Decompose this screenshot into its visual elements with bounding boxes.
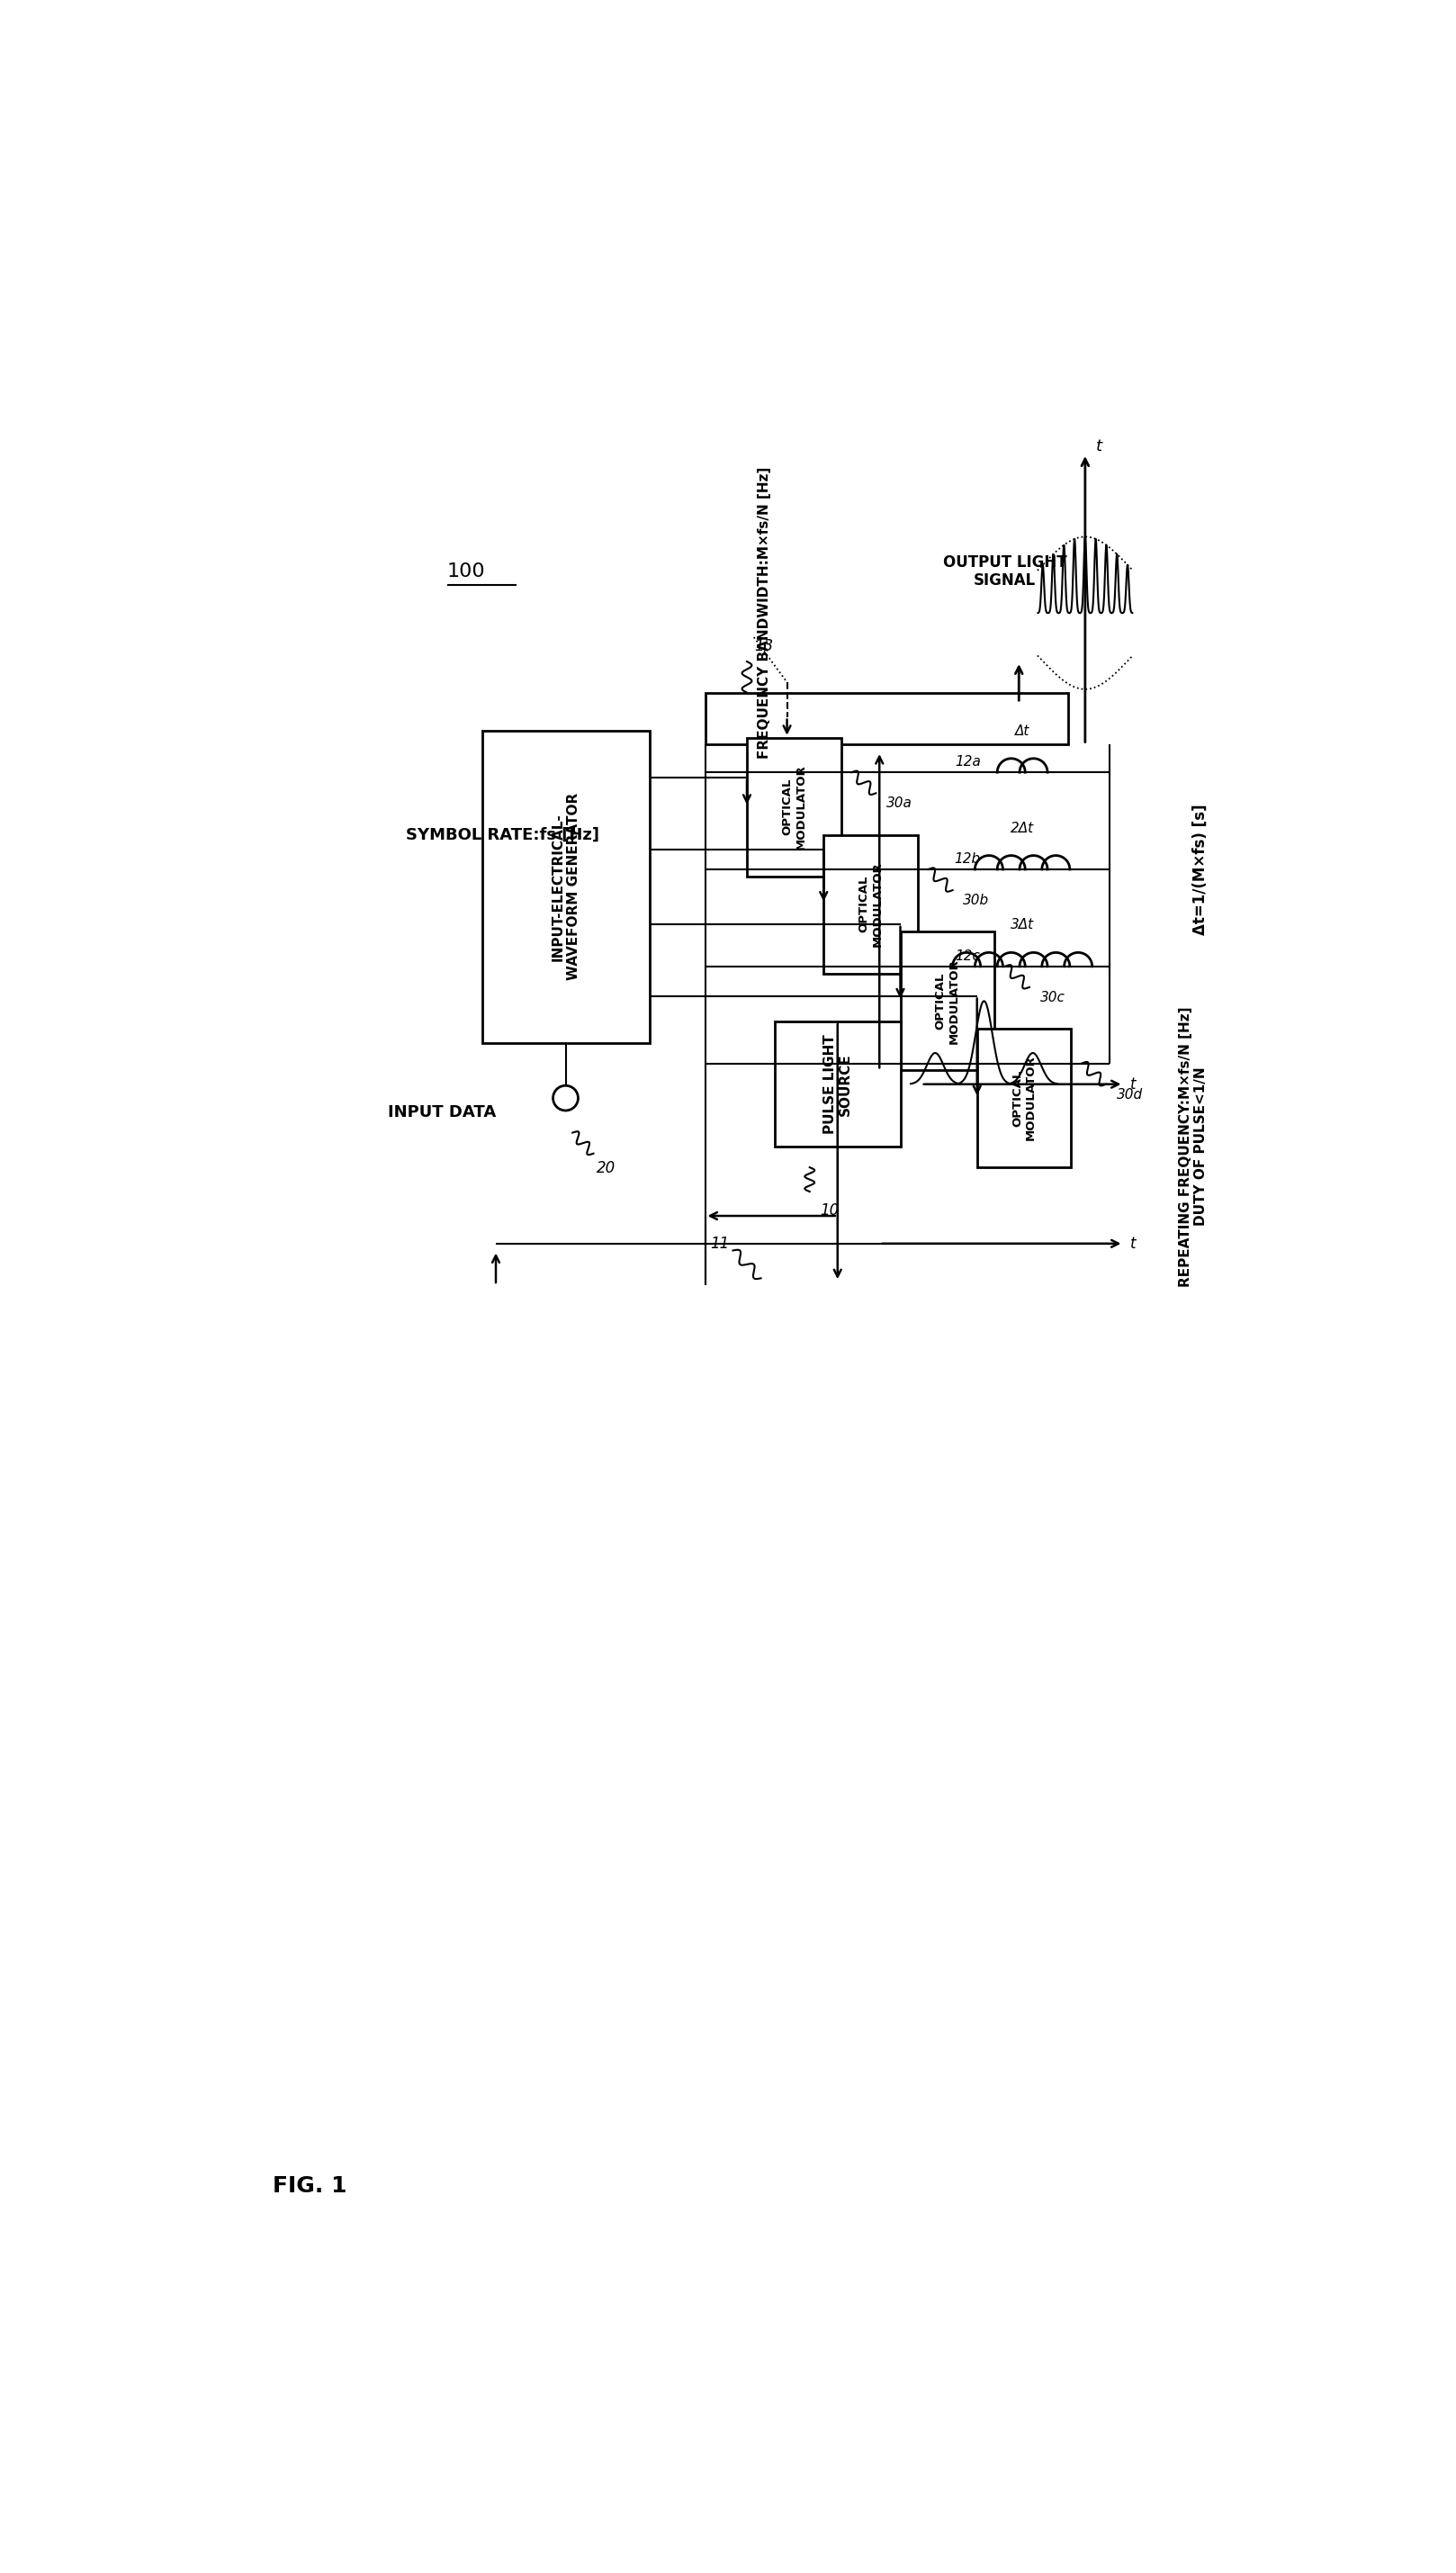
Bar <box>775 1021 900 1148</box>
Text: PULSE LIGHT
SOURCE: PULSE LIGHT SOURCE <box>823 1034 852 1135</box>
Text: FREQUENCY BANDWIDTH:M×fs/N [Hz]: FREQUENCY BANDWIDTH:M×fs/N [Hz] <box>757 468 772 759</box>
Bar <box>705 692 1067 744</box>
Text: t: t <box>1130 1076 1136 1094</box>
Text: OUTPUT LIGHT
SIGNAL: OUTPUT LIGHT SIGNAL <box>943 553 1067 589</box>
Text: FIG. 1: FIG. 1 <box>272 2174 347 2197</box>
Bar <box>747 738 842 877</box>
Text: REPEATING FREQUENCY:M×fs/N [Hz]
DUTY OF PULSE<1/N: REPEATING FREQUENCY:M×fs/N [Hz] DUTY OF … <box>1179 1006 1208 1286</box>
Text: 10: 10 <box>820 1202 839 1217</box>
Bar <box>900 931 994 1070</box>
Text: 13: 13 <box>754 638 773 654</box>
Text: INPUT DATA: INPUT DATA <box>387 1104 496 1119</box>
Text: 3Δt: 3Δt <box>1010 919 1034 931</box>
Text: 20: 20 <box>597 1160 616 1176</box>
Text: 12b: 12b <box>954 852 980 865</box>
Bar <box>977 1029 1072 1168</box>
Text: 2Δt: 2Δt <box>1010 821 1034 834</box>
Text: OPTICAL
MODULATOR: OPTICAL MODULATOR <box>1012 1055 1037 1140</box>
Text: t: t <box>1095 437 1102 455</box>
Text: INPUT-ELECTRICAL-
WAVEFORM GENERATOR: INPUT-ELECTRICAL- WAVEFORM GENERATOR <box>550 792 579 980</box>
Text: SYMBOL RATE:fs [Hz]: SYMBOL RATE:fs [Hz] <box>406 826 600 844</box>
Text: 12a: 12a <box>955 756 980 769</box>
Text: t: t <box>1130 1235 1136 1250</box>
Bar <box>482 731 649 1042</box>
Text: Δt=1/(M×fs) [s]: Δt=1/(M×fs) [s] <box>1192 803 1208 934</box>
Text: 100: 100 <box>447 563 485 581</box>
Text: OPTICAL
MODULATOR: OPTICAL MODULATOR <box>858 862 884 947</box>
Text: 12c: 12c <box>955 949 980 962</box>
Text: 30c: 30c <box>1040 991 1064 1003</box>
Text: OPTICAL
MODULATOR: OPTICAL MODULATOR <box>782 764 807 849</box>
Text: 30d: 30d <box>1117 1088 1143 1101</box>
Text: 11: 11 <box>711 1235 729 1250</box>
Text: Δt: Δt <box>1015 723 1029 738</box>
Bar <box>824 834 917 973</box>
Text: OPTICAL
MODULATOR: OPTICAL MODULATOR <box>935 957 960 1045</box>
Text: 30a: 30a <box>887 798 913 810</box>
Text: 30b: 30b <box>962 893 989 908</box>
